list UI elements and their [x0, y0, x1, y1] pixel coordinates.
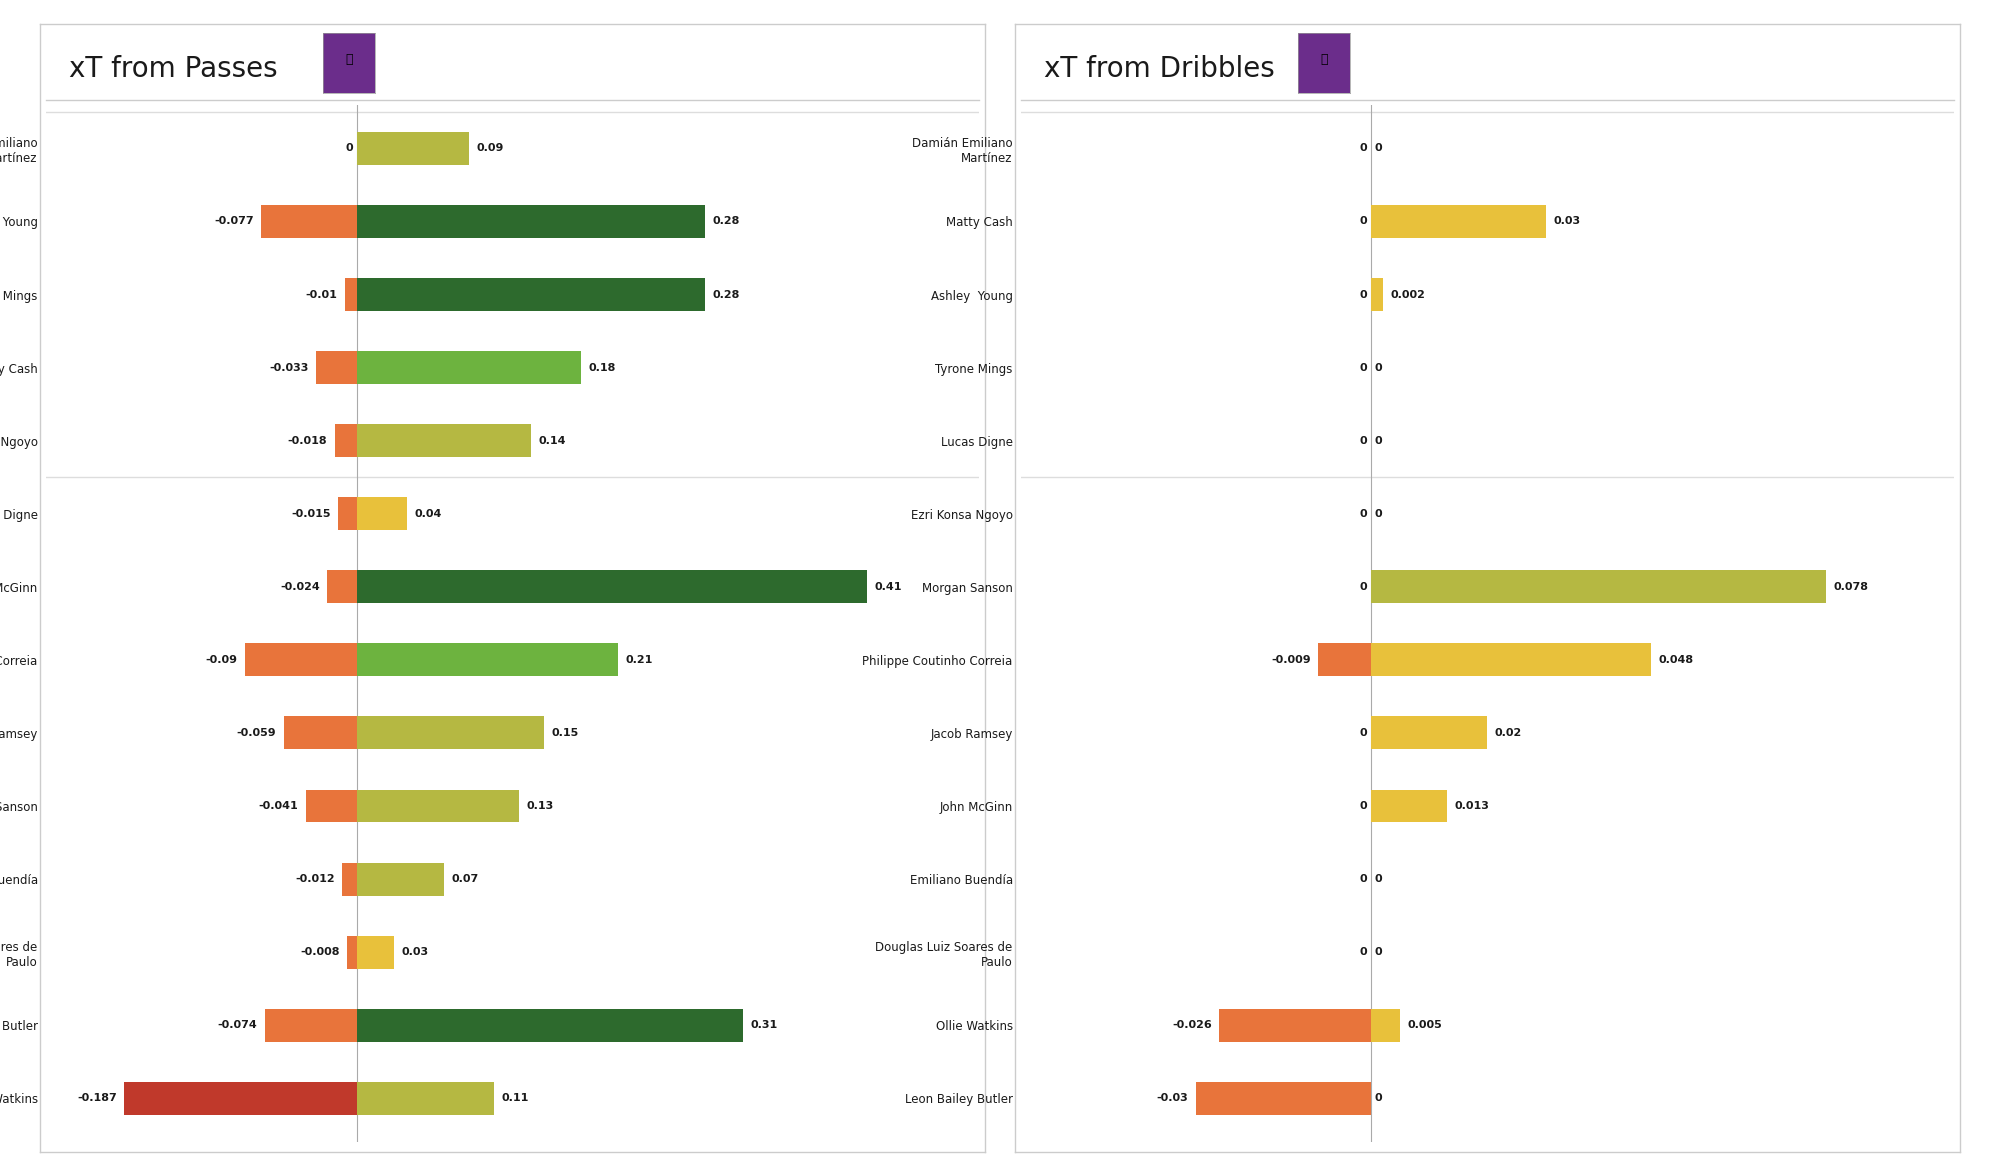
- Text: 0.11: 0.11: [502, 1093, 528, 1103]
- Text: -0.074: -0.074: [218, 1020, 258, 1030]
- Text: 0.048: 0.048: [1658, 654, 1694, 665]
- Text: 0: 0: [346, 143, 354, 154]
- Text: 0.31: 0.31: [750, 1020, 778, 1030]
- Bar: [356, 1009, 742, 1041]
- Text: 0: 0: [1360, 289, 1368, 300]
- Bar: [356, 570, 868, 603]
- Text: 0: 0: [1374, 143, 1382, 154]
- Bar: [306, 790, 356, 822]
- Bar: [356, 644, 618, 677]
- Text: 0.21: 0.21: [626, 654, 654, 665]
- Text: 0.07: 0.07: [452, 874, 478, 884]
- Bar: [344, 278, 356, 311]
- Text: -0.024: -0.024: [280, 582, 320, 592]
- Text: 0.13: 0.13: [526, 801, 554, 811]
- Text: 0.02: 0.02: [1494, 728, 1522, 738]
- Bar: [348, 935, 356, 968]
- Bar: [1370, 644, 1650, 677]
- Bar: [342, 862, 356, 895]
- Text: 0: 0: [1374, 947, 1382, 958]
- Bar: [356, 497, 406, 530]
- Text: 0.005: 0.005: [1408, 1020, 1442, 1030]
- Text: 0.41: 0.41: [874, 582, 902, 592]
- Text: 0.28: 0.28: [712, 216, 740, 227]
- Bar: [338, 497, 356, 530]
- Text: -0.01: -0.01: [306, 289, 338, 300]
- Text: 0.04: 0.04: [414, 509, 442, 518]
- Bar: [356, 1082, 494, 1115]
- Text: xT from Dribbles: xT from Dribbles: [1044, 55, 1276, 83]
- Bar: [356, 278, 706, 311]
- Text: -0.041: -0.041: [258, 801, 298, 811]
- Text: -0.077: -0.077: [214, 216, 254, 227]
- Text: 0: 0: [1374, 874, 1382, 884]
- Text: 🦁: 🦁: [1320, 53, 1328, 66]
- Text: 0.078: 0.078: [1834, 582, 1868, 592]
- Text: 🦁: 🦁: [346, 53, 354, 66]
- Text: 0.28: 0.28: [712, 289, 740, 300]
- Text: 0.18: 0.18: [588, 363, 616, 372]
- Text: -0.015: -0.015: [292, 509, 330, 518]
- Text: -0.187: -0.187: [78, 1093, 116, 1103]
- Bar: [356, 132, 468, 164]
- Text: -0.018: -0.018: [288, 436, 328, 445]
- Text: 0.15: 0.15: [552, 728, 578, 738]
- Bar: [1370, 790, 1446, 822]
- Bar: [334, 424, 356, 457]
- Text: -0.09: -0.09: [206, 654, 238, 665]
- Text: 0: 0: [1360, 728, 1368, 738]
- Bar: [1370, 278, 1382, 311]
- Text: 0.09: 0.09: [476, 143, 504, 154]
- Text: 0: 0: [1360, 216, 1368, 227]
- Bar: [1370, 570, 1826, 603]
- Bar: [246, 644, 356, 677]
- Bar: [356, 862, 444, 895]
- Text: 0: 0: [1360, 582, 1368, 592]
- Bar: [284, 717, 356, 750]
- Bar: [356, 717, 544, 750]
- Text: 0: 0: [1374, 363, 1382, 372]
- Text: -0.009: -0.009: [1272, 654, 1310, 665]
- Bar: [356, 206, 706, 237]
- Text: 0: 0: [1374, 1093, 1382, 1103]
- Text: 0: 0: [1360, 509, 1368, 518]
- Text: 0.013: 0.013: [1454, 801, 1490, 811]
- Text: -0.012: -0.012: [294, 874, 334, 884]
- Text: 0: 0: [1360, 874, 1368, 884]
- Text: 0: 0: [1360, 363, 1368, 372]
- Text: xT from Passes: xT from Passes: [70, 55, 278, 83]
- Text: 0: 0: [1360, 801, 1368, 811]
- Bar: [356, 790, 518, 822]
- Text: 0.03: 0.03: [1554, 216, 1580, 227]
- Text: 0: 0: [1360, 143, 1368, 154]
- Bar: [124, 1082, 356, 1115]
- Bar: [1370, 1009, 1400, 1041]
- Text: 0: 0: [1360, 436, 1368, 445]
- Bar: [356, 424, 532, 457]
- Text: -0.008: -0.008: [300, 947, 340, 958]
- Text: 0.002: 0.002: [1390, 289, 1424, 300]
- Text: 0: 0: [1374, 509, 1382, 518]
- Text: -0.059: -0.059: [236, 728, 276, 738]
- Text: 0: 0: [1374, 436, 1382, 445]
- Text: 0.03: 0.03: [402, 947, 428, 958]
- Bar: [328, 570, 356, 603]
- Bar: [264, 1009, 356, 1041]
- Bar: [1370, 717, 1488, 750]
- Bar: [1220, 1009, 1370, 1041]
- Text: -0.033: -0.033: [270, 363, 308, 372]
- Bar: [262, 206, 356, 237]
- Text: 0: 0: [1360, 947, 1368, 958]
- Bar: [316, 351, 356, 384]
- Bar: [1196, 1082, 1370, 1115]
- Text: 0.14: 0.14: [538, 436, 566, 445]
- Bar: [356, 351, 580, 384]
- Text: -0.03: -0.03: [1156, 1093, 1188, 1103]
- Bar: [356, 935, 394, 968]
- Bar: [1370, 206, 1546, 237]
- Bar: [1318, 644, 1370, 677]
- Text: -0.026: -0.026: [1172, 1020, 1212, 1030]
